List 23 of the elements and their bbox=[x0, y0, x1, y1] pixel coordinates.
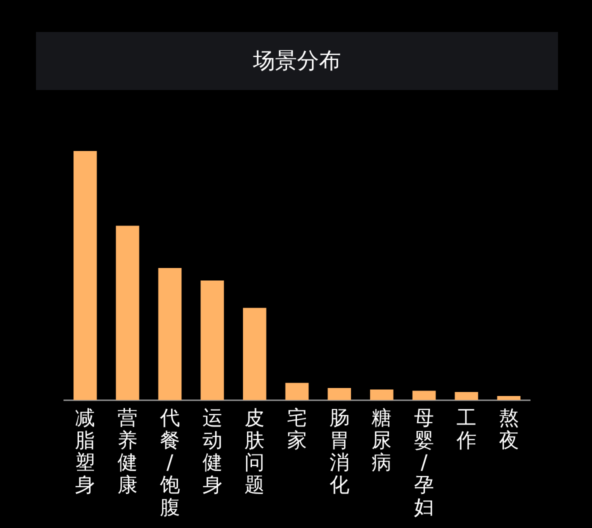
bar bbox=[158, 268, 182, 400]
bar bbox=[200, 280, 224, 400]
x-tick-label: 宅家 bbox=[287, 405, 307, 452]
bar bbox=[242, 308, 266, 400]
x-tick-label: 皮肤问题 bbox=[244, 405, 265, 497]
x-tick-label: 代餐/饱腹 bbox=[158, 405, 180, 520]
x-tick-label: 营养健康 bbox=[118, 405, 138, 497]
x-tick-label: 糖尿病 bbox=[372, 405, 392, 474]
x-tick-label: 运动健身 bbox=[202, 405, 222, 497]
x-tick-label: 熬夜 bbox=[498, 405, 519, 452]
bar bbox=[454, 392, 478, 400]
bar bbox=[328, 388, 352, 400]
bar bbox=[285, 382, 309, 400]
bar bbox=[116, 226, 140, 400]
x-tick-label: 工作 bbox=[455, 405, 476, 452]
chart-title: 场景分布 bbox=[36, 32, 558, 90]
bar bbox=[370, 390, 394, 400]
bar bbox=[74, 151, 97, 400]
x-tick-label: 肠胃消化 bbox=[329, 405, 350, 497]
bar bbox=[412, 390, 436, 400]
x-tick-label: 母婴/孕妇 bbox=[414, 405, 434, 520]
x-tick-label: 减脂塑身 bbox=[75, 405, 96, 497]
bar bbox=[497, 396, 520, 400]
